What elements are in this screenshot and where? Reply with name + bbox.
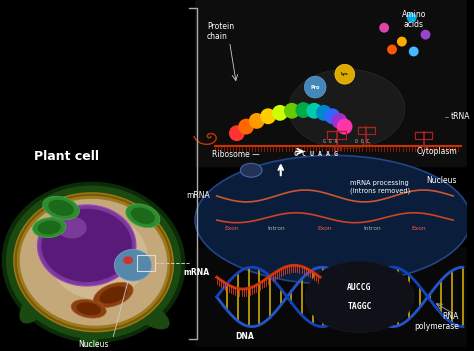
- Ellipse shape: [387, 45, 397, 54]
- Ellipse shape: [249, 113, 264, 129]
- Ellipse shape: [238, 119, 254, 134]
- Ellipse shape: [260, 108, 276, 124]
- Ellipse shape: [93, 283, 133, 307]
- Ellipse shape: [43, 196, 79, 219]
- Ellipse shape: [229, 125, 245, 141]
- Text: Exon: Exon: [318, 226, 332, 231]
- Text: Exon: Exon: [411, 226, 426, 231]
- Ellipse shape: [37, 205, 136, 286]
- Ellipse shape: [331, 113, 347, 129]
- Ellipse shape: [41, 209, 132, 282]
- Ellipse shape: [71, 299, 106, 318]
- Ellipse shape: [136, 304, 170, 330]
- Ellipse shape: [19, 290, 50, 324]
- Ellipse shape: [335, 64, 355, 84]
- Ellipse shape: [284, 103, 300, 119]
- Ellipse shape: [337, 119, 353, 134]
- Ellipse shape: [6, 185, 181, 339]
- Text: mRNA: mRNA: [186, 191, 210, 200]
- FancyBboxPatch shape: [195, 247, 467, 347]
- Ellipse shape: [407, 13, 417, 23]
- Ellipse shape: [195, 155, 471, 284]
- Text: Cytoplasm: Cytoplasm: [416, 147, 457, 157]
- Ellipse shape: [306, 103, 322, 119]
- Ellipse shape: [126, 204, 160, 228]
- Ellipse shape: [409, 47, 419, 57]
- Text: C C U A A G: C C U A A G: [293, 151, 337, 157]
- Ellipse shape: [295, 102, 311, 118]
- Ellipse shape: [240, 163, 262, 177]
- Text: Protein
chain: Protein chain: [207, 22, 234, 41]
- Ellipse shape: [272, 105, 288, 121]
- Ellipse shape: [79, 312, 99, 351]
- Text: tRNA: tRNA: [451, 112, 471, 121]
- Ellipse shape: [304, 76, 326, 98]
- Ellipse shape: [20, 199, 167, 326]
- Ellipse shape: [420, 30, 430, 40]
- Text: Exon: Exon: [224, 226, 239, 231]
- Ellipse shape: [100, 286, 127, 304]
- Text: Amino
acids: Amino acids: [401, 10, 426, 29]
- Ellipse shape: [397, 37, 407, 47]
- Ellipse shape: [325, 108, 340, 124]
- Text: RNA
polymerase: RNA polymerase: [414, 312, 459, 331]
- Text: mRNA processing
(introns removed): mRNA processing (introns removed): [350, 180, 410, 194]
- Text: DNA: DNA: [235, 332, 254, 342]
- Ellipse shape: [316, 105, 332, 121]
- Ellipse shape: [14, 193, 173, 332]
- Ellipse shape: [76, 302, 101, 315]
- Ellipse shape: [57, 217, 87, 239]
- Text: Intron: Intron: [364, 226, 381, 231]
- Text: Ribosome —: Ribosome —: [212, 150, 260, 159]
- Text: Plant cell: Plant cell: [35, 151, 100, 164]
- Ellipse shape: [379, 23, 389, 33]
- Ellipse shape: [48, 200, 74, 216]
- Text: TAGGC: TAGGC: [347, 302, 372, 311]
- Ellipse shape: [1, 181, 185, 343]
- Text: mRNA: mRNA: [184, 268, 210, 277]
- Ellipse shape: [123, 256, 133, 264]
- Ellipse shape: [114, 250, 152, 281]
- Ellipse shape: [33, 218, 66, 238]
- Text: AUCCG: AUCCG: [347, 283, 372, 292]
- FancyBboxPatch shape: [195, 0, 467, 167]
- Text: Intron: Intron: [267, 226, 285, 231]
- Text: Nucleus: Nucleus: [427, 176, 457, 185]
- Ellipse shape: [37, 221, 61, 234]
- Ellipse shape: [49, 215, 148, 299]
- Ellipse shape: [289, 69, 405, 148]
- Text: Lys: Lys: [341, 72, 348, 76]
- Ellipse shape: [131, 207, 155, 224]
- Text: O O C: O O C: [356, 139, 370, 144]
- Text: G G A: G G A: [323, 139, 337, 144]
- Ellipse shape: [305, 261, 414, 332]
- Text: Nucleus: Nucleus: [78, 340, 109, 350]
- Text: Pro: Pro: [310, 85, 320, 90]
- Ellipse shape: [17, 196, 170, 329]
